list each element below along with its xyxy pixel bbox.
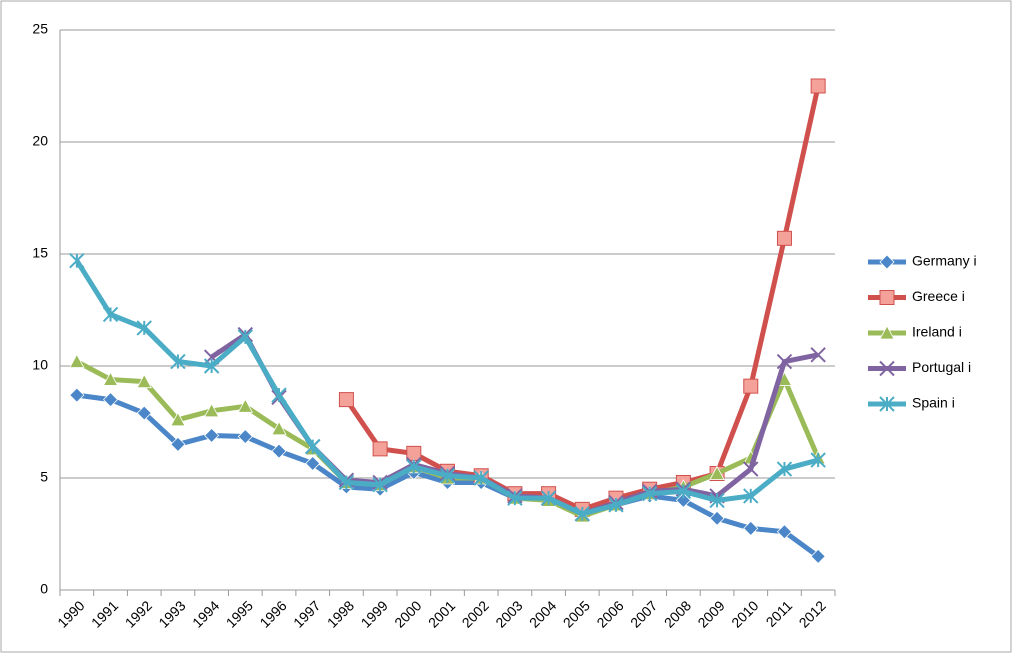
marker — [540, 490, 557, 506]
legend-label: Portugal i — [912, 359, 971, 375]
series — [69, 253, 826, 522]
marker — [372, 441, 388, 457]
marker — [136, 373, 152, 389]
marker — [810, 452, 826, 468]
marker — [204, 427, 220, 444]
marker — [810, 548, 826, 564]
marker — [305, 438, 321, 455]
marker — [776, 461, 793, 477]
marker — [439, 468, 456, 484]
marker — [203, 402, 220, 418]
marker — [136, 405, 152, 421]
legend-label: Spain i — [912, 395, 955, 411]
marker — [641, 485, 658, 502]
marker — [810, 347, 826, 363]
y-tick-label: 5 — [40, 469, 48, 485]
marker — [574, 506, 590, 522]
marker — [608, 497, 624, 513]
marker — [810, 78, 826, 94]
marker — [473, 470, 489, 486]
marker — [879, 325, 895, 340]
marker — [709, 465, 725, 480]
marker — [102, 392, 119, 408]
y-tick-label: 0 — [40, 581, 48, 597]
marker — [338, 474, 355, 491]
marker — [271, 387, 287, 403]
marker — [879, 254, 895, 270]
marker — [743, 520, 759, 536]
marker — [743, 378, 759, 394]
marker — [743, 461, 759, 477]
marker — [170, 353, 186, 370]
marker — [675, 492, 691, 508]
marker — [879, 396, 895, 412]
marker — [879, 290, 895, 305]
marker — [338, 392, 354, 408]
marker — [136, 320, 152, 336]
marker — [406, 459, 422, 475]
marker — [709, 510, 725, 526]
marker — [102, 306, 119, 323]
marker — [305, 455, 321, 472]
marker — [69, 387, 85, 403]
marker — [507, 490, 523, 506]
y-tick-label: 25 — [32, 21, 48, 37]
marker — [170, 436, 186, 452]
marker — [776, 353, 793, 370]
legend-label: Ireland i — [912, 324, 962, 340]
marker — [69, 353, 85, 368]
y-tick-label: 10 — [32, 357, 48, 373]
marker — [675, 483, 692, 500]
marker — [743, 488, 759, 504]
marker — [170, 411, 186, 427]
marker — [372, 477, 388, 493]
legend-label: Germany i — [912, 253, 977, 269]
marker — [237, 398, 253, 413]
marker — [203, 358, 220, 374]
marker — [776, 230, 792, 246]
marker — [879, 360, 895, 377]
marker — [69, 253, 85, 269]
marker — [237, 329, 254, 345]
marker — [237, 428, 253, 445]
y-tick-label: 20 — [32, 133, 48, 149]
legend-label: Greece i — [912, 288, 965, 304]
marker — [102, 371, 119, 386]
marker — [271, 420, 287, 436]
marker — [709, 492, 725, 509]
y-tick-label: 15 — [32, 245, 48, 261]
marker — [776, 524, 793, 540]
marker — [271, 443, 287, 459]
